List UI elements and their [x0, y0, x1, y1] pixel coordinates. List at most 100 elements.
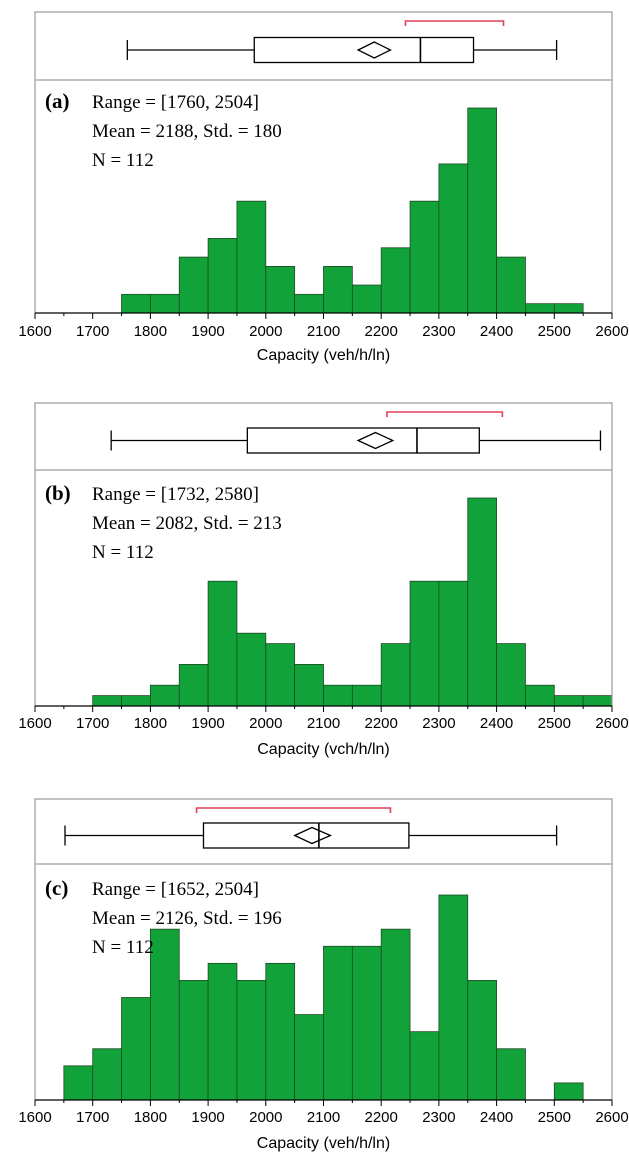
x-tick-label: 1700: [76, 323, 109, 340]
panel-label: (b): [45, 481, 71, 505]
histogram-bar: [207, 580, 238, 707]
panel-label: (a): [45, 89, 70, 113]
histogram-bar: [178, 664, 209, 707]
boxplot-frame: [34, 402, 613, 471]
histogram-bar: [553, 1082, 584, 1101]
boxplot-box: [246, 427, 480, 454]
x-axis-title: Capacity (veh/h/ln): [257, 1135, 390, 1152]
x-tick-label: 1700: [76, 715, 109, 732]
histogram-bar: [409, 580, 440, 707]
boxplot-frame: [34, 11, 613, 81]
x-tick-label: 2000: [249, 1109, 282, 1126]
histogram-bar: [149, 684, 180, 707]
x-tick-label: 2300: [422, 1109, 455, 1126]
histogram-bar: [207, 238, 238, 314]
histogram-bar: [121, 997, 151, 1101]
boxplot-mean-diamond: [356, 41, 392, 59]
panel-a: 1600 1700 1800 1900 2000 2100 2200 2300 2400 2500…: [18, 11, 629, 364]
histogram-bar: [351, 284, 382, 314]
boxplot-box: [253, 36, 475, 64]
x-tick-label: 2600: [595, 715, 628, 732]
histogram-bar: [121, 293, 151, 314]
x-tick-label: 2000: [249, 715, 282, 732]
stats-annotation: Range = [1652, 2504]: [92, 879, 259, 900]
histogram-bar: [409, 200, 440, 314]
x-tick-label: 2500: [538, 1109, 571, 1126]
x-tick-label: 1900: [191, 715, 224, 732]
histogram-bar: [236, 632, 267, 707]
histogram-bar: [380, 928, 411, 1101]
x-tick-label: 1600: [18, 1109, 51, 1126]
shortest-half-bracket: [195, 807, 392, 813]
shortest-half-bracket: [404, 20, 505, 26]
x-tick-label: 1600: [18, 323, 51, 340]
histogram-bar: [294, 293, 324, 314]
boxplot-mean-diamond: [356, 431, 395, 450]
histogram-bar: [438, 163, 469, 314]
stats-annotation: Mean = 2126, Std. = 196: [92, 908, 282, 929]
histogram-bar: [438, 894, 469, 1101]
histogram-bar: [467, 497, 498, 707]
x-tick-label: 2600: [595, 323, 628, 340]
x-tick-label: 1900: [191, 1109, 224, 1126]
histogram-bar: [323, 945, 353, 1101]
stats-annotation: N = 112: [92, 937, 154, 958]
x-tick-label: 2000: [249, 323, 282, 340]
histogram-bar: [236, 980, 267, 1101]
stats-annotation: Range = [1760, 2504]: [92, 92, 259, 113]
histogram-bar: [294, 1014, 324, 1101]
histogram-bar: [265, 643, 296, 707]
histogram-bar: [553, 303, 584, 314]
histogram-bar: [207, 962, 238, 1101]
shortest-half-bracket: [386, 411, 504, 417]
panel-label: (c): [45, 876, 68, 900]
stats-annotation: Mean = 2082, Std. = 213: [92, 513, 282, 534]
stats-annotation: Range = [1732, 2580]: [92, 484, 259, 505]
histogram-bar: [236, 200, 267, 314]
histogram-bar: [92, 695, 122, 707]
histogram-bar: [409, 1031, 440, 1101]
boxplot-frame: [34, 798, 613, 865]
x-tick-label: 2100: [307, 715, 340, 732]
histogram-bar: [323, 266, 353, 314]
histogram-bar: [178, 256, 209, 314]
boxplot-mean-diamond: [293, 826, 333, 845]
x-tick-label: 1800: [134, 323, 167, 340]
x-axis-title: Capacity (vch/h/ln): [257, 741, 390, 758]
histogram-bar: [149, 293, 180, 314]
histogram-bar: [582, 695, 613, 707]
histogram-bar: [294, 664, 324, 707]
x-tick-label: 2300: [422, 715, 455, 732]
x-tick-label: 2400: [480, 715, 513, 732]
histogram-bar: [63, 1065, 94, 1101]
histogram-bar: [92, 1048, 122, 1101]
histogram-bar: [380, 247, 411, 314]
histogram-bar: [265, 266, 296, 314]
histogram-bar: [525, 303, 555, 314]
boxplot-box: [202, 822, 410, 849]
histogram-bar: [496, 1048, 526, 1101]
x-tick-label: 2400: [480, 323, 513, 340]
histogram-bar: [496, 643, 526, 707]
x-tick-label: 2500: [538, 715, 571, 732]
x-tick-label: 1600: [18, 715, 51, 732]
histogram-bar: [323, 684, 353, 707]
histogram-bar: [121, 695, 151, 707]
histogram-bar: [149, 928, 180, 1101]
histogram-bar: [553, 695, 584, 707]
panel-c: 1600 1700 1800 1900 2000 2100 2200 2300 2400 2500…: [18, 798, 629, 1152]
histogram-bar: [438, 580, 469, 707]
x-tick-label: 2200: [365, 1109, 398, 1126]
x-tick-label: 2600: [595, 1109, 628, 1126]
histogram-bar: [467, 980, 498, 1101]
histogram-bar: [467, 107, 498, 314]
histogram-bar: [380, 643, 411, 707]
histogram-bar: [496, 256, 526, 314]
x-tick-label: 2200: [365, 715, 398, 732]
x-tick-label: 1900: [191, 323, 224, 340]
x-tick-label: 1800: [134, 1109, 167, 1126]
histogram-bar: [265, 962, 296, 1101]
x-tick-label: 1700: [76, 1109, 109, 1126]
x-tick-label: 2100: [307, 1109, 340, 1126]
